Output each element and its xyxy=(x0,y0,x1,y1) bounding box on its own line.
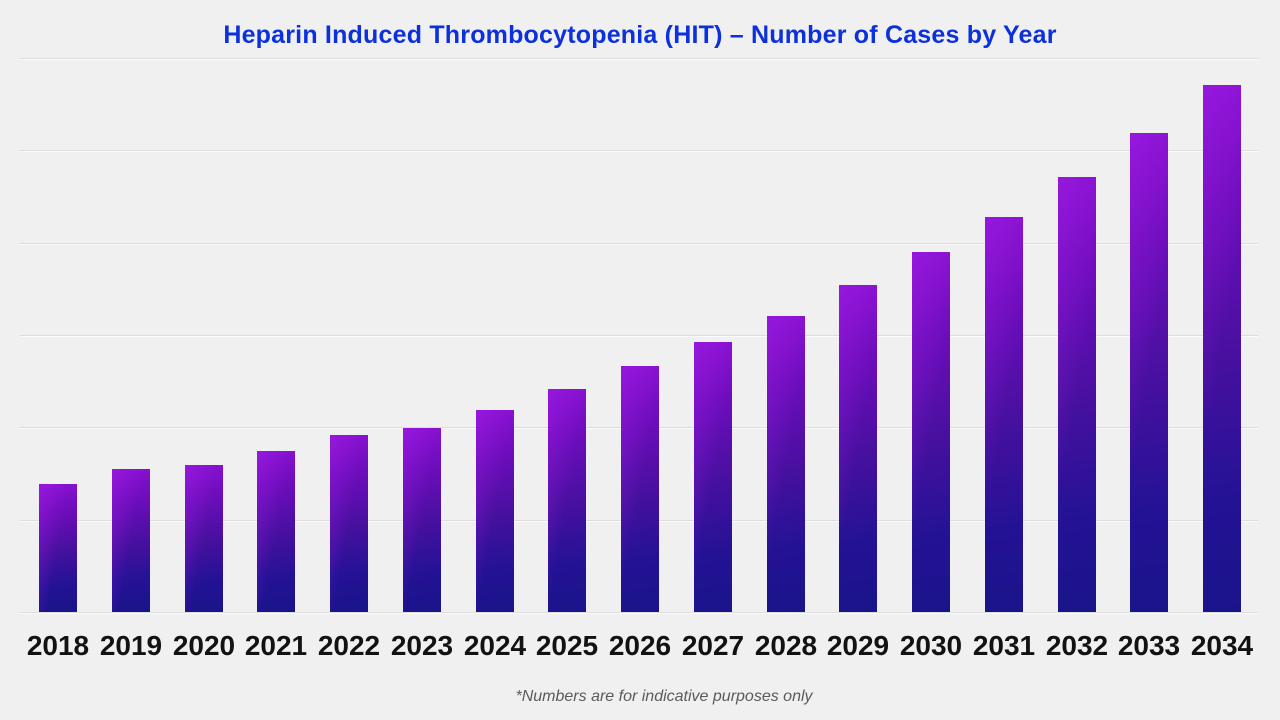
bar-2026 xyxy=(621,366,659,612)
bar-2031 xyxy=(985,217,1023,612)
bar-2027 xyxy=(694,342,732,612)
x-axis-baseline xyxy=(20,612,1258,614)
bar-2019 xyxy=(112,469,150,612)
chart-title: Heparin Induced Thrombocytopenia (HIT) –… xyxy=(223,21,1057,49)
x-label-2026: 2026 xyxy=(608,630,672,661)
x-label-2022: 2022 xyxy=(317,630,381,661)
x-label-2031: 2031 xyxy=(972,630,1036,661)
x-label-2034: 2034 xyxy=(1190,630,1254,661)
x-label-2033: 2033 xyxy=(1117,630,1181,661)
x-label-2027: 2027 xyxy=(681,630,745,661)
bar-2023 xyxy=(403,428,441,612)
bar-2032 xyxy=(1058,177,1096,612)
bar-2025 xyxy=(548,389,586,612)
bar-2034 xyxy=(1203,85,1241,612)
gridline xyxy=(20,243,1258,245)
bar-2028 xyxy=(767,316,805,612)
x-label-2030: 2030 xyxy=(899,630,963,661)
gridline xyxy=(20,58,1258,60)
x-label-2029: 2029 xyxy=(826,630,890,661)
bar-2029 xyxy=(839,285,877,612)
bar-2018 xyxy=(39,484,77,612)
bar-2020 xyxy=(185,465,223,612)
bar-2021 xyxy=(257,451,295,612)
x-label-2018: 2018 xyxy=(26,630,90,661)
x-label-2019: 2019 xyxy=(99,630,163,661)
footnote: *Numbers are for indicative purposes onl… xyxy=(515,688,813,705)
x-label-2024: 2024 xyxy=(463,630,527,661)
x-label-2020: 2020 xyxy=(172,630,236,661)
x-label-2021: 2021 xyxy=(244,630,308,661)
bar-2033 xyxy=(1130,133,1168,612)
bar-2030 xyxy=(912,252,950,612)
gridline xyxy=(20,335,1258,337)
gridline xyxy=(20,150,1258,152)
x-label-2025: 2025 xyxy=(535,630,599,661)
x-label-2028: 2028 xyxy=(754,630,818,661)
x-label-2032: 2032 xyxy=(1045,630,1109,661)
x-label-2023: 2023 xyxy=(390,630,454,661)
bar-2022 xyxy=(330,435,368,612)
bar-2024 xyxy=(476,410,514,612)
